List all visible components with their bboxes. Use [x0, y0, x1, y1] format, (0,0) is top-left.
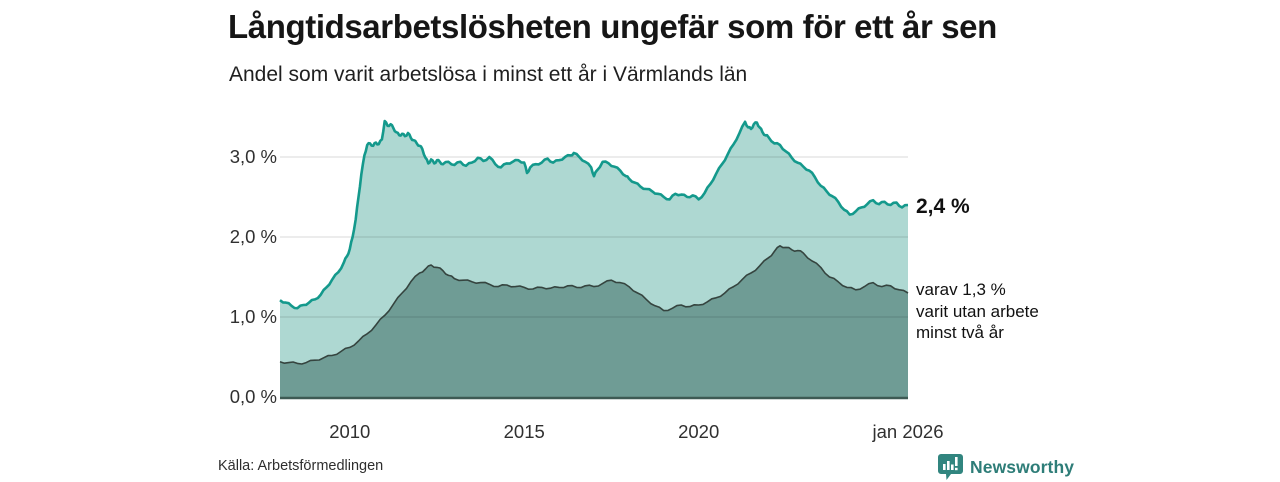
total-series-value-label: 2,4 %	[916, 195, 970, 218]
chart-subtitle: Andel som varit arbetslösa i minst ett å…	[229, 63, 748, 86]
subset-annotation-line-2: varit utan arbete	[916, 301, 1039, 321]
subset-annotation-line-1: varav 1,3 %	[916, 280, 1006, 299]
total-line	[279, 119, 909, 310]
bar-1	[943, 464, 946, 470]
subset-annotation-line-3: minst två år	[916, 323, 1004, 342]
newsworthy-wordmark: Newsworthy	[970, 456, 1075, 477]
bubble-shape	[938, 454, 963, 480]
x-tick-label: 2010	[329, 421, 371, 442]
newsworthy-logo: Newsworthy	[938, 452, 1074, 482]
x-tick-label: 2015	[503, 421, 545, 442]
page-title: Långtidsarbetslösheten ungefär som för e…	[228, 8, 997, 45]
y-tick-label: 1,0 %	[229, 306, 277, 327]
y-tick-label: 0,0 %	[229, 386, 277, 407]
subset-line	[279, 245, 909, 365]
bar-3	[951, 464, 954, 470]
bar-chart-bubble-icon	[938, 454, 963, 480]
subset-area	[280, 245, 908, 397]
y-tick-label: 3,0 %	[229, 146, 277, 167]
subset-series-annotation: varav 1,3 % varit utan arbete minst två …	[916, 279, 1086, 344]
bar-2	[947, 461, 950, 470]
source-note: Källa: Arbetsförmedlingen	[218, 458, 384, 474]
exclamation-bar	[955, 457, 958, 466]
x-tick-label: 2020	[678, 421, 720, 442]
y-tick-label: 2,0 %	[229, 226, 277, 247]
x-tick-label: jan 2026	[872, 421, 944, 442]
exclamation-dot	[955, 467, 958, 471]
